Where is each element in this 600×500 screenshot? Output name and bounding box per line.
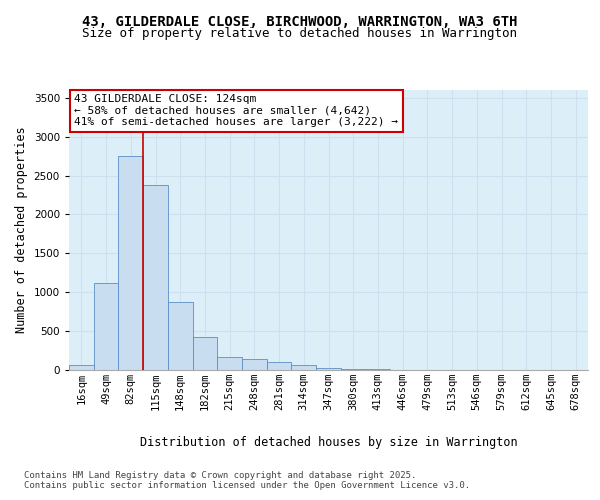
Bar — [316, 368, 341, 370]
Y-axis label: Number of detached properties: Number of detached properties — [15, 126, 28, 334]
Bar — [168, 302, 193, 370]
Text: 43 GILDERDALE CLOSE: 124sqm
← 58% of detached houses are smaller (4,642)
41% of : 43 GILDERDALE CLOSE: 124sqm ← 58% of det… — [74, 94, 398, 128]
Bar — [143, 185, 168, 370]
Bar — [365, 369, 390, 370]
Bar — [69, 366, 94, 370]
Text: Distribution of detached houses by size in Warrington: Distribution of detached houses by size … — [140, 436, 518, 449]
Bar — [267, 362, 292, 370]
Bar — [94, 283, 118, 370]
Bar — [292, 365, 316, 370]
Text: Contains HM Land Registry data © Crown copyright and database right 2025.: Contains HM Land Registry data © Crown c… — [24, 472, 416, 480]
Text: 43, GILDERDALE CLOSE, BIRCHWOOD, WARRINGTON, WA3 6TH: 43, GILDERDALE CLOSE, BIRCHWOOD, WARRING… — [82, 16, 518, 30]
Bar — [193, 336, 217, 370]
Bar — [242, 359, 267, 370]
Text: Contains public sector information licensed under the Open Government Licence v3: Contains public sector information licen… — [24, 482, 470, 490]
Bar — [341, 368, 365, 370]
Bar — [217, 357, 242, 370]
Text: Size of property relative to detached houses in Warrington: Size of property relative to detached ho… — [83, 26, 517, 40]
Bar — [118, 156, 143, 370]
